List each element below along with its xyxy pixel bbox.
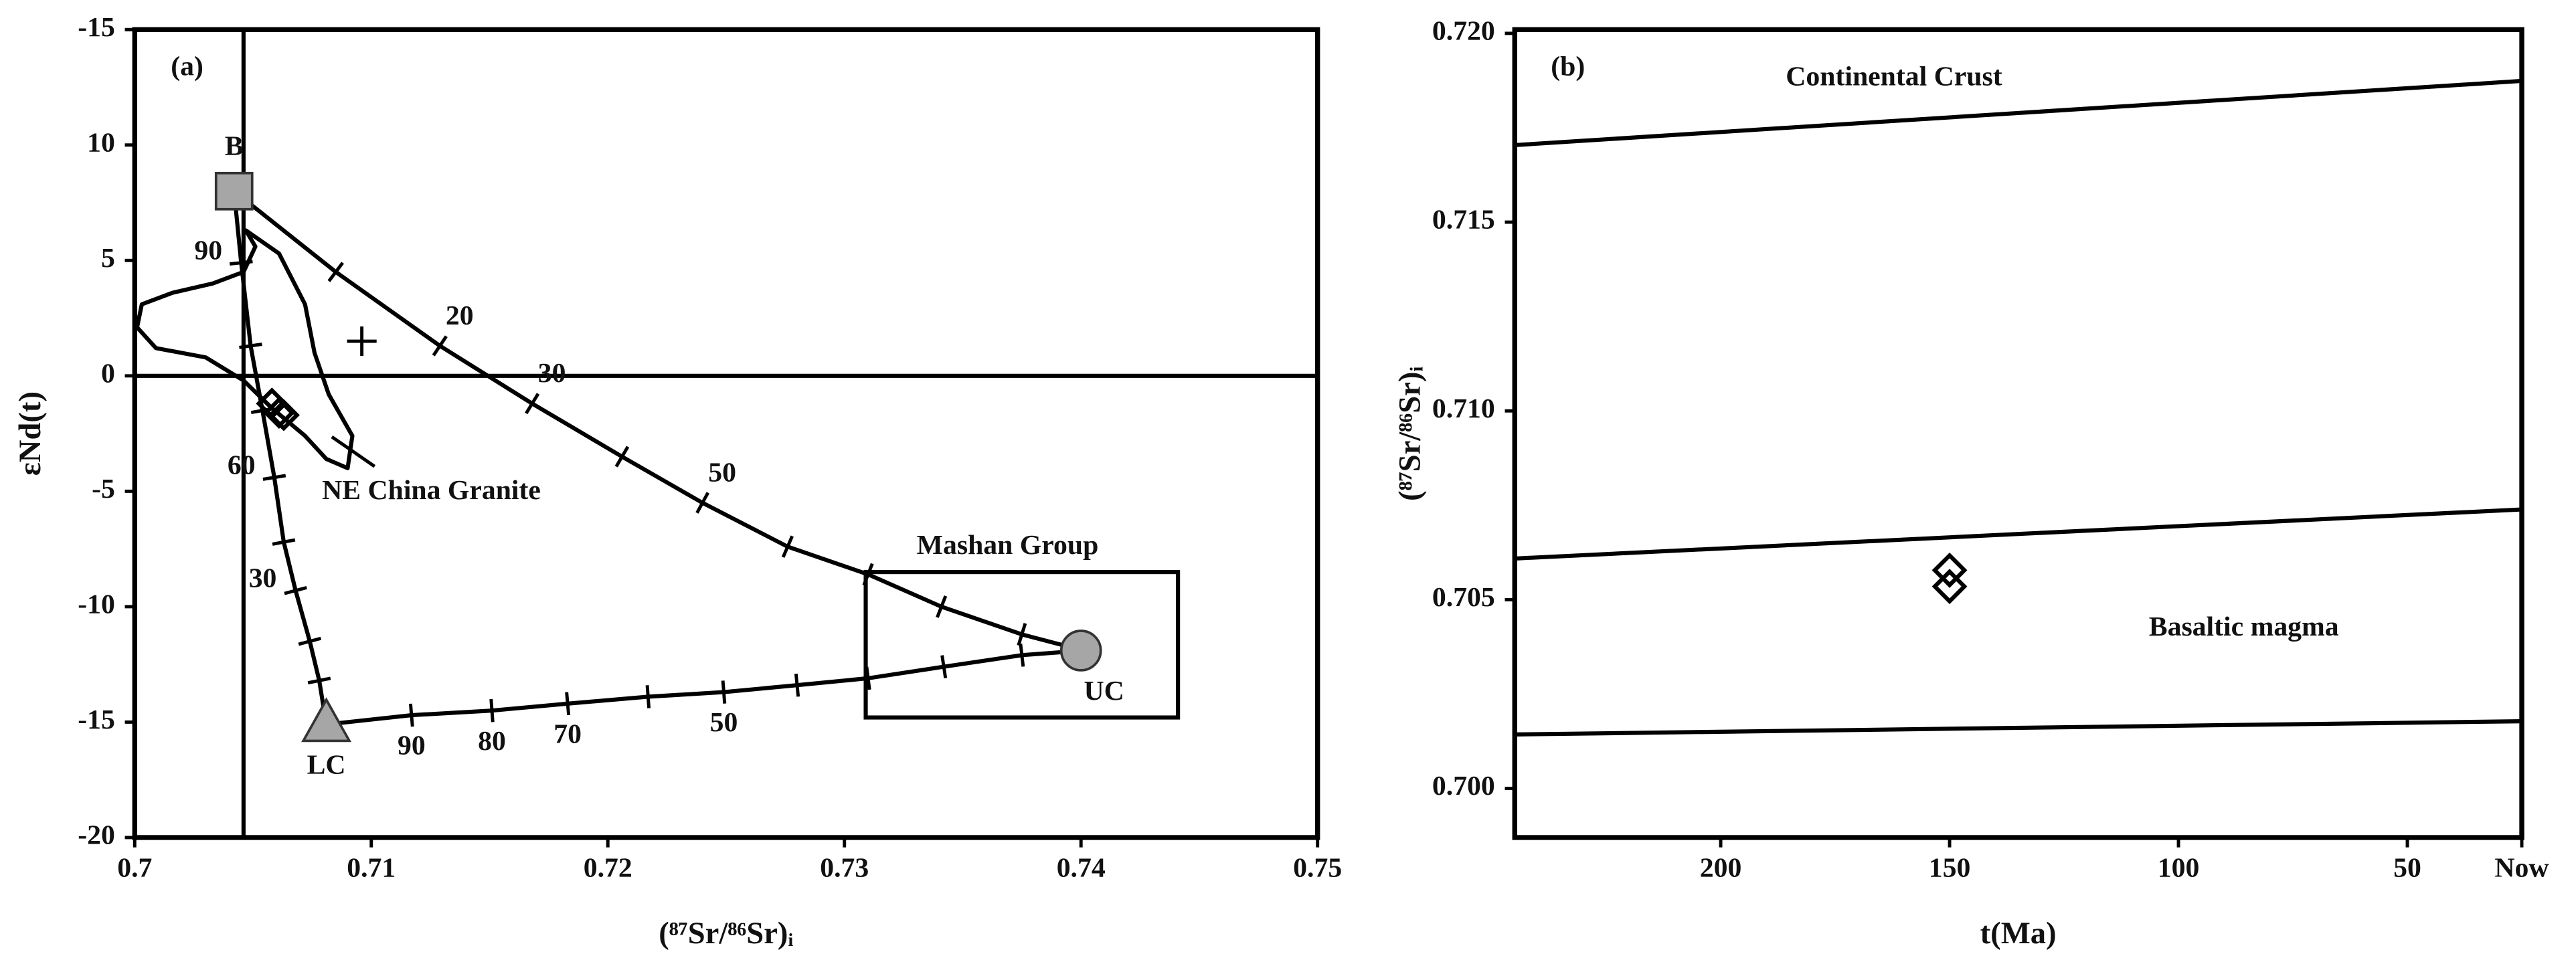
mixing-tick xyxy=(230,260,253,266)
mixing-label: 70 xyxy=(553,718,582,749)
x-tick-label: 0.74 xyxy=(1057,853,1106,884)
mixing-tick xyxy=(525,393,540,415)
mixing-tick xyxy=(721,680,727,704)
x-axis-label: t(Ma) xyxy=(1980,916,2057,951)
mixing-tick xyxy=(239,343,262,349)
x-tick-label: 100 xyxy=(2158,853,2200,884)
x-tick-label: 50 xyxy=(2393,853,2421,884)
endmember-marker xyxy=(1059,630,1102,672)
mixing-tick xyxy=(489,698,495,722)
y-axis-label: εNd(t) xyxy=(13,391,48,476)
mixing-label: 60 xyxy=(228,450,256,480)
mixing-tick xyxy=(862,563,874,586)
mixing-label: 90 xyxy=(194,235,222,266)
mixing-tick xyxy=(565,692,571,716)
endmember-marker xyxy=(214,171,254,211)
mixing-tick xyxy=(284,585,307,595)
mixing-tick xyxy=(865,666,871,690)
x-tick-label: 150 xyxy=(1929,853,1971,884)
endmember-label: UC xyxy=(1084,676,1124,706)
y-tick-label: -15 xyxy=(78,12,115,43)
panel-label: (a) xyxy=(171,52,203,82)
x-tick-label: 0.7 xyxy=(117,853,152,884)
x-tick-label: 200 xyxy=(1700,853,1742,884)
endmember-marker xyxy=(301,697,352,743)
y-axis-label: (⁸⁷Sr/⁸⁶Sr)ᵢ xyxy=(1393,366,1428,500)
y-tick-label: -10 xyxy=(78,589,115,619)
group-box xyxy=(863,570,1181,720)
mixing-curve xyxy=(232,191,329,725)
endmember-label: LC xyxy=(307,749,346,780)
sample-marker xyxy=(1931,569,1968,605)
mixing-tick xyxy=(781,535,794,558)
mixing-curve xyxy=(232,189,1084,653)
mixing-tick xyxy=(1019,643,1025,667)
mixing-tick xyxy=(1017,623,1027,646)
mixing-label: 50 xyxy=(708,457,736,488)
endmember-label: B xyxy=(225,131,244,162)
y-tick-label: 0.710 xyxy=(1432,393,1495,424)
field-boundary xyxy=(1515,507,2522,561)
panel-label: (b) xyxy=(1551,52,1585,82)
mixing-curve xyxy=(326,648,1084,727)
x-tick-label: 0.75 xyxy=(1293,853,1342,884)
series-line xyxy=(1515,78,2522,147)
sample-marker xyxy=(1931,552,1968,588)
y-tick-label: 0.720 xyxy=(1432,15,1495,46)
mixing-label: 80 xyxy=(478,726,506,757)
mixing-tick xyxy=(327,262,345,282)
mixing-label: 20 xyxy=(446,300,474,331)
y-tick-label: 5 xyxy=(101,243,115,274)
y-tick-label: -20 xyxy=(78,820,115,851)
mixing-label: 50 xyxy=(710,707,738,738)
mixing-label: 30 xyxy=(538,358,566,389)
mixing-tick xyxy=(794,673,800,697)
mixing-tick xyxy=(262,474,286,481)
mixing-tick xyxy=(432,335,448,357)
x-tick-label: Now xyxy=(2494,853,2549,884)
field-label: NE China Granite xyxy=(322,475,541,506)
y-tick-label: 0 xyxy=(101,358,115,389)
field-boundary xyxy=(1515,719,2522,737)
series-label: Continental Crust xyxy=(1786,61,2002,92)
y-tick-label: 10 xyxy=(87,127,115,158)
leader-line xyxy=(331,435,376,468)
x-tick-label: 0.71 xyxy=(347,853,396,884)
mixing-label: 90 xyxy=(398,731,426,761)
y-tick-label: -5 xyxy=(92,474,115,504)
mixing-tick xyxy=(645,685,651,708)
mixing-tick xyxy=(272,538,296,546)
y-tick-label: 0.705 xyxy=(1432,582,1495,613)
field-label: Basaltic magma xyxy=(2149,611,2339,642)
plot-frame xyxy=(132,27,1320,840)
mixing-tick xyxy=(695,492,710,514)
mixing-tick xyxy=(614,446,630,468)
x-tick-label: 0.72 xyxy=(584,853,632,884)
mixing-tick xyxy=(936,595,948,618)
y-tick-label: 0.715 xyxy=(1432,205,1495,235)
sample-marker xyxy=(268,399,300,431)
x-tick-label: 0.73 xyxy=(820,853,869,884)
x-axis-label: (⁸⁷Sr/⁸⁶Sr)ᵢ xyxy=(659,916,793,951)
mixing-label: 30 xyxy=(249,563,277,594)
mixing-tick xyxy=(298,636,322,646)
mixing-tick xyxy=(940,655,948,678)
y-tick-label: -15 xyxy=(78,704,115,735)
plot-frame xyxy=(1512,27,2524,840)
cross-marker xyxy=(347,326,377,357)
mixing-tick xyxy=(307,676,331,685)
mixing-tick xyxy=(408,703,414,727)
y-tick-label: 0.700 xyxy=(1432,771,1495,801)
box-label: Mashan Group xyxy=(917,530,1099,561)
